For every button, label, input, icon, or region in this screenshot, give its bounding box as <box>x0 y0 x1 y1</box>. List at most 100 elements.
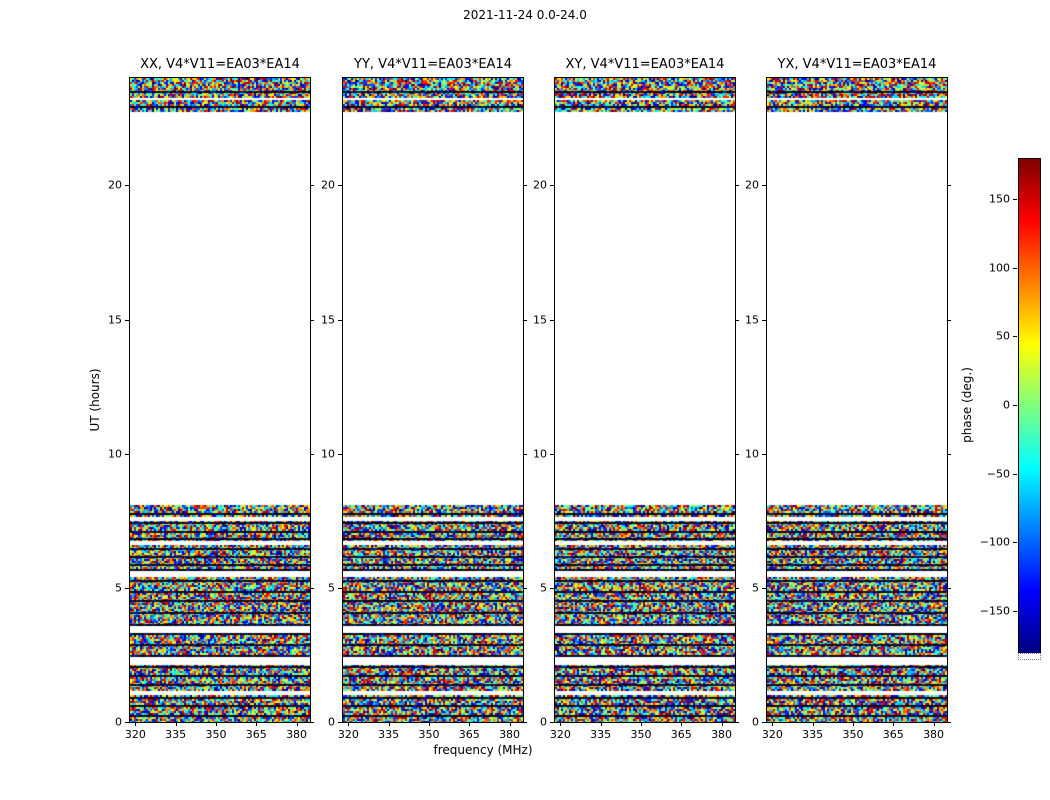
colorbar-tick <box>1013 336 1017 338</box>
colorbar-tick <box>1013 199 1017 201</box>
y-tick <box>735 319 739 321</box>
x-tick-label: 350 <box>205 728 227 741</box>
colorbar-tick-label: −150 <box>979 604 1010 618</box>
y-tick <box>947 453 951 455</box>
colorbar-label: phase (deg.) <box>960 367 974 443</box>
y-tick-label: 0 <box>328 715 335 729</box>
y-tick <box>947 319 951 321</box>
y-tick <box>338 319 342 321</box>
noise-canvas-xy <box>555 78 735 722</box>
y-tick <box>338 185 342 187</box>
y-tick-label: 0 <box>752 715 759 729</box>
x-tick-label: 380 <box>711 728 733 741</box>
y-tick <box>523 587 527 589</box>
x-tick <box>560 722 562 726</box>
y-tick <box>762 319 766 321</box>
y-tick <box>735 453 739 455</box>
colorbar-under-extension <box>1018 653 1041 660</box>
y-tick <box>125 722 129 723</box>
x-tick <box>721 722 723 726</box>
y-tick <box>310 319 314 321</box>
y-tick <box>125 185 129 187</box>
y-tick-label: 15 <box>321 313 335 326</box>
y-tick-label: 5 <box>540 581 547 595</box>
colorbar-tick-label: 0 <box>1003 398 1010 412</box>
y-tick-label: 10 <box>745 447 759 461</box>
x-tick <box>296 722 298 726</box>
x-tick-label: 335 <box>378 728 400 741</box>
y-axis-label: UT (hours) <box>88 368 102 432</box>
x-tick <box>772 722 774 726</box>
y-tick <box>338 722 342 723</box>
y-tick-label: 15 <box>533 313 547 326</box>
colorbar-tick-label: 150 <box>989 192 1010 206</box>
y-tick <box>310 722 314 723</box>
y-tick <box>762 587 766 589</box>
x-tick-label: 320 <box>124 728 146 741</box>
colorbar-tick-label: −50 <box>986 467 1010 481</box>
x-tick <box>893 722 895 726</box>
y-tick <box>523 722 527 723</box>
panel-title-yy: YY, V4*V11=EA03*EA14 <box>354 57 512 72</box>
noise-canvas-xx <box>130 78 310 722</box>
figure-title: 2021-11-24 0.0-24.0 <box>463 8 587 22</box>
y-tick <box>550 185 554 187</box>
y-tick-label: 5 <box>115 581 122 595</box>
colorbar-tick <box>1013 542 1017 544</box>
panel-title-xx: XX, V4*V11=EA03*EA14 <box>140 57 300 72</box>
x-tick-label: 350 <box>630 728 652 741</box>
x-tick <box>933 722 935 726</box>
y-tick <box>550 319 554 321</box>
y-tick <box>125 587 129 589</box>
y-tick-label: 15 <box>108 313 122 326</box>
y-tick <box>523 319 527 321</box>
x-tick-label: 335 <box>802 728 824 741</box>
x-tick <box>812 722 814 726</box>
x-tick <box>256 722 258 726</box>
y-tick <box>125 453 129 455</box>
y-tick-label: 5 <box>328 581 335 595</box>
y-tick <box>523 185 527 187</box>
y-tick <box>762 185 766 187</box>
y-tick-label: 5 <box>752 581 759 595</box>
heatmap-yx <box>766 77 948 723</box>
panel-xy: XY, V4*V11=EA03*EA14 20 15 10 5 0 320 335 350 365… <box>533 57 739 741</box>
x-tick <box>509 722 511 726</box>
x-tick-label: 350 <box>418 728 440 741</box>
y-tick <box>550 453 554 455</box>
y-tick-label: 15 <box>745 313 759 326</box>
x-tick <box>681 722 683 726</box>
panel-yy: YY, V4*V11=EA03*EA14 20 15 10 5 0 320 335 350 365… <box>321 57 527 741</box>
x-tick-label: 320 <box>337 728 359 741</box>
y-tick <box>947 185 951 187</box>
y-tick <box>310 185 314 187</box>
y-tick-label: 20 <box>321 178 335 192</box>
x-tick-label: 320 <box>761 728 783 741</box>
x-tick <box>600 722 602 726</box>
x-tick-label: 380 <box>286 728 308 741</box>
colorbar-tick <box>1013 610 1017 612</box>
x-tick-label: 335 <box>165 728 187 741</box>
noise-canvas-yy <box>343 78 523 722</box>
y-tick <box>310 587 314 589</box>
y-tick-label: 10 <box>321 447 335 461</box>
x-tick-label: 365 <box>245 728 267 741</box>
colorbar-tick <box>1013 473 1017 475</box>
x-tick <box>428 722 430 726</box>
y-tick-label: 10 <box>533 447 547 461</box>
x-tick-label: 365 <box>670 728 692 741</box>
x-tick <box>215 722 217 726</box>
x-tick-label: 320 <box>549 728 571 741</box>
colorbar-gradient <box>1018 158 1041 654</box>
y-tick-label: 0 <box>540 715 547 729</box>
y-tick <box>125 319 129 321</box>
x-tick <box>469 722 471 726</box>
colorbar-tick-label: 50 <box>996 329 1010 343</box>
x-tick <box>175 722 177 726</box>
y-tick <box>338 453 342 455</box>
y-tick <box>735 722 739 723</box>
y-tick <box>735 185 739 187</box>
y-tick <box>550 587 554 589</box>
y-tick <box>762 722 766 723</box>
